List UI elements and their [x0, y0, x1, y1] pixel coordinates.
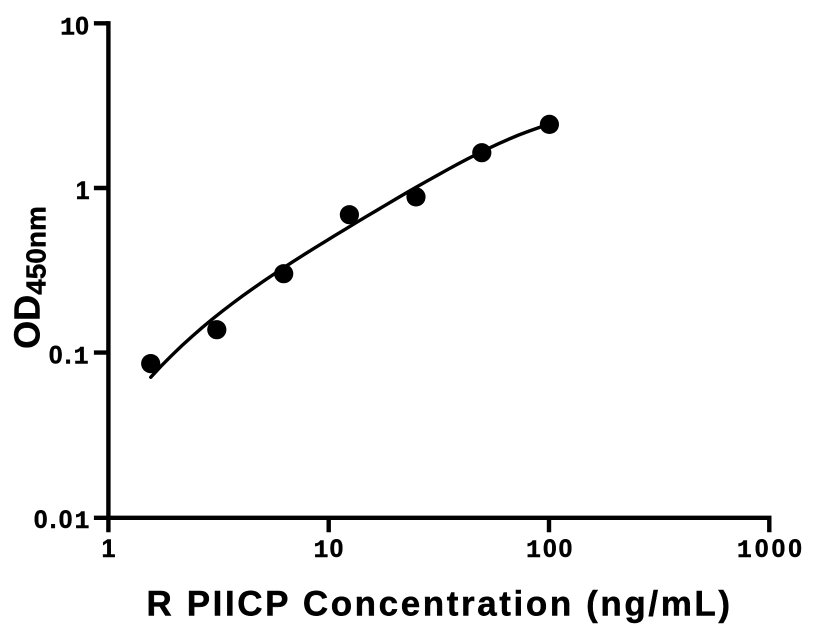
- svg-text:0.01: 0.01: [34, 506, 92, 536]
- svg-text:1000: 1000: [737, 535, 805, 565]
- svg-text:1: 1: [101, 535, 115, 563]
- svg-text:0.1: 0.1: [49, 342, 91, 372]
- svg-text:10: 10: [314, 535, 345, 565]
- svg-text:100: 100: [526, 535, 574, 565]
- svg-text:1: 1: [76, 177, 90, 205]
- svg-text:10: 10: [60, 12, 89, 42]
- svg-text:OD450nm: OD450nm: [7, 206, 52, 349]
- svg-text:R PIICP Concentration (ng/mL): R PIICP Concentration (ng/mL): [147, 585, 733, 624]
